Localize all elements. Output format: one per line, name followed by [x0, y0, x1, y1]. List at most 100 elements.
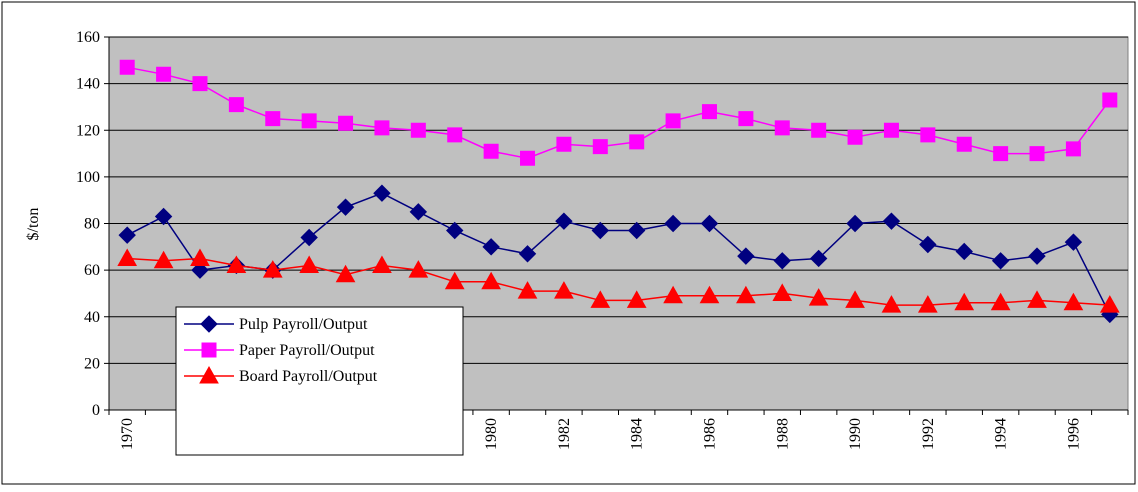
- y-tick-label: 120: [76, 122, 100, 139]
- data-point: [626, 290, 647, 308]
- data-point: [191, 261, 209, 279]
- series-line: [126, 192, 1111, 315]
- data-point: [409, 203, 428, 221]
- data-point: [118, 226, 136, 244]
- data-point: [517, 281, 538, 299]
- data-point: [592, 139, 608, 155]
- x-tick-label: 1980: [483, 418, 500, 450]
- data-point: [956, 136, 972, 152]
- data-point: [336, 198, 355, 216]
- data-point: [556, 136, 572, 152]
- data-point: [1029, 146, 1045, 162]
- data-point: [627, 221, 646, 240]
- data-point: [847, 129, 863, 145]
- data-point: [845, 290, 865, 308]
- data-point: [629, 134, 645, 150]
- data-point: [699, 285, 720, 304]
- data-point: [774, 120, 790, 136]
- data-point: [808, 288, 829, 306]
- data-point: [338, 115, 354, 131]
- data-point: [299, 255, 320, 273]
- data-point: [262, 260, 283, 278]
- data-point: [301, 113, 317, 129]
- y-tick-label: 40: [84, 309, 100, 326]
- data-point: [883, 122, 899, 138]
- data-point: [991, 252, 1010, 270]
- data-point: [700, 214, 719, 233]
- data-point: [119, 59, 135, 75]
- data-point: [154, 207, 173, 226]
- series-line: [127, 66, 1111, 160]
- data-point: [590, 290, 611, 308]
- data-point: [993, 146, 1009, 162]
- data-point: [701, 104, 717, 120]
- legend-marker: [201, 342, 217, 358]
- data-point: [265, 111, 281, 127]
- data-point: [192, 76, 208, 92]
- data-point: [444, 271, 465, 290]
- data-point: [591, 221, 610, 240]
- legend-marker: [199, 365, 219, 384]
- x-tick-label: 1986: [701, 418, 718, 450]
- x-tick-label: 1992: [920, 418, 937, 450]
- data-point: [846, 214, 864, 233]
- data-point: [117, 248, 138, 266]
- data-point: [483, 143, 499, 159]
- x-tick-label: 1990: [847, 418, 864, 450]
- data-point: [446, 221, 464, 240]
- data-point: [664, 214, 682, 233]
- y-tick-label: 140: [76, 76, 100, 93]
- data-point: [1064, 233, 1083, 251]
- x-tick-label: 1982: [556, 418, 573, 450]
- data-point: [882, 212, 901, 230]
- data-point: [1099, 295, 1120, 313]
- data-point: [1028, 247, 1046, 265]
- data-point: [447, 127, 463, 143]
- data-point: [917, 295, 938, 313]
- data-point: [737, 247, 755, 265]
- y-tick-label: 160: [76, 29, 100, 46]
- data-point: [809, 249, 828, 268]
- data-point: [228, 97, 244, 113]
- x-tick-label: 1988: [774, 418, 791, 450]
- data-point: [772, 283, 793, 301]
- data-point: [1027, 290, 1047, 308]
- data-point: [919, 235, 937, 254]
- data-point: [1065, 141, 1081, 157]
- legend-marker: [200, 315, 218, 333]
- data-point: [736, 285, 756, 304]
- data-point: [518, 245, 537, 263]
- legend-label: Paper Payroll/Output: [239, 342, 375, 359]
- data-point: [410, 122, 426, 138]
- data-point: [663, 285, 683, 304]
- data-point: [156, 66, 172, 82]
- data-point: [1102, 92, 1118, 108]
- data-point: [990, 292, 1011, 311]
- data-point: [190, 248, 210, 266]
- y-tick-label: 20: [84, 355, 100, 372]
- y-axis-label: $/ton: [25, 208, 42, 241]
- x-tick-label: 1970: [119, 418, 136, 450]
- y-tick-label: 100: [76, 169, 100, 186]
- data-point: [665, 113, 681, 129]
- y-tick-label: 60: [84, 262, 100, 279]
- data-point: [481, 271, 501, 290]
- x-tick-label: 1996: [1065, 418, 1082, 450]
- data-point: [335, 264, 356, 283]
- data-point: [153, 250, 174, 269]
- x-tick-label: 1994: [993, 418, 1010, 450]
- data-point: [773, 252, 791, 270]
- data-point: [881, 295, 902, 313]
- data-point: [954, 292, 975, 311]
- data-point: [372, 255, 392, 273]
- series-line: [127, 257, 1110, 306]
- data-point: [811, 122, 827, 138]
- data-point: [374, 120, 390, 136]
- data-point: [520, 150, 536, 166]
- data-point: [738, 111, 754, 127]
- y-tick-label: 80: [84, 216, 100, 233]
- y-tick-label: 0: [92, 402, 100, 419]
- legend-label: Pulp Payroll/Output: [239, 316, 368, 333]
